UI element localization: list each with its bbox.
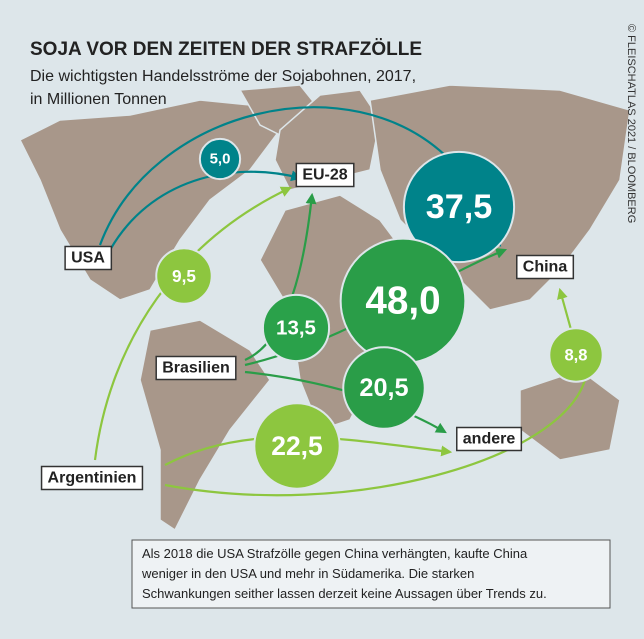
place-labels: USA EU-28 China Brasilien andere Argentinien <box>40 162 575 491</box>
place: USA <box>64 245 113 271</box>
place-box <box>295 162 355 188</box>
flow-label: 48,0 <box>365 280 440 323</box>
flow-bubble <box>253 402 341 490</box>
place-label: China <box>523 259 568 276</box>
flow-bubbles: 37,5 5,0 9,5 13,5 48,0 20,5 22,5 8,8 <box>155 137 604 490</box>
place-label: Brasilien <box>162 360 230 377</box>
place: Brasilien <box>155 355 237 381</box>
flow-bubble <box>342 346 426 430</box>
note-line: Schwankungen seither lassen derzeit kein… <box>142 586 547 601</box>
place-box <box>456 426 523 452</box>
flow-label: 13,5 <box>276 317 316 340</box>
note-box <box>131 539 611 609</box>
place-label: USA <box>71 250 105 267</box>
place: Argentinien <box>40 465 144 491</box>
flow-label: 22,5 <box>271 431 323 461</box>
flow-label: 5,0 <box>210 151 231 168</box>
place: China <box>516 254 575 280</box>
place-label: andere <box>463 431 516 448</box>
note-line: Als 2018 die USA Strafzölle gegen China … <box>142 546 528 561</box>
place-label: Argentinien <box>48 470 137 487</box>
flow-label: 9,5 <box>172 266 196 286</box>
subtitle: in Millionen Tonnen <box>30 91 167 108</box>
place-box <box>64 245 113 271</box>
place-label: EU-28 <box>302 167 347 184</box>
flow-bubble <box>402 150 516 264</box>
flow-bubble <box>548 327 604 383</box>
flow-bubble <box>198 137 242 181</box>
place: EU-28 <box>295 162 355 188</box>
note-line: weniger in den USA und mehr in Südamerik… <box>141 566 474 581</box>
flow-label: 8,8 <box>564 346 587 365</box>
place-box <box>516 254 575 280</box>
place-box <box>40 465 144 491</box>
flow-label: 37,5 <box>426 188 492 226</box>
credit: © FLEISCHATLAS 2021 / BLOOMBERG <box>625 24 637 223</box>
flow-bubble <box>261 293 331 363</box>
title: SOJA VOR DEN ZEITEN DER STRAFZÖLLE <box>30 39 422 60</box>
place-box <box>155 355 237 381</box>
flow-bubble <box>155 247 213 305</box>
subtitle: Die wichtigsten Handelsströme der Sojabo… <box>30 68 416 85</box>
place: andere <box>456 426 523 452</box>
flow-label: 20,5 <box>359 374 408 402</box>
